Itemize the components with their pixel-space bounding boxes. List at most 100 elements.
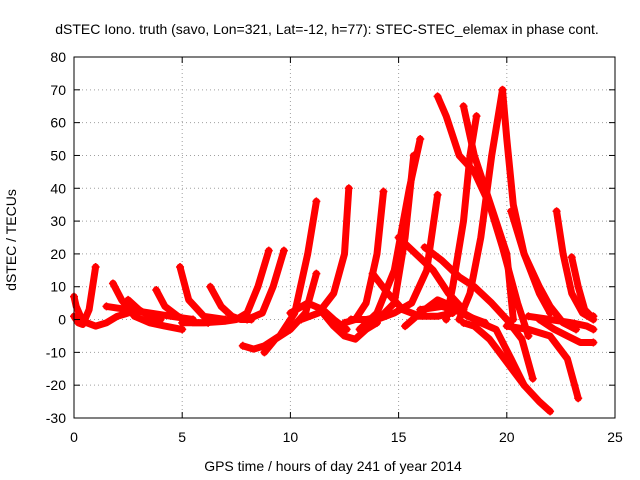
data-point-marker — [502, 322, 511, 331]
series-line — [460, 102, 517, 323]
series-line — [124, 296, 165, 323]
data-point-marker — [342, 325, 351, 334]
plot-frame — [73, 56, 616, 419]
data-point-marker — [108, 279, 117, 288]
series-line — [356, 135, 424, 333]
data-point-marker — [312, 269, 321, 278]
y-tick-label: -10 — [46, 344, 66, 360]
data-point-marker — [152, 286, 161, 295]
data-point-marker — [238, 341, 247, 350]
series-line — [176, 263, 229, 323]
series-26 — [459, 318, 555, 416]
y-tick-label: 20 — [50, 246, 66, 262]
series-24 — [420, 243, 537, 383]
data-point-marker — [368, 269, 377, 278]
x-tick-label: 25 — [607, 429, 623, 445]
series-28 — [459, 102, 518, 324]
data-point-marker — [507, 207, 516, 216]
data-point-marker — [442, 315, 451, 324]
data-point-marker — [472, 112, 481, 121]
data-point-marker — [567, 253, 576, 262]
series-line — [455, 86, 506, 323]
data-point-marker — [355, 325, 364, 334]
data-point-marker — [124, 295, 133, 304]
data-point-marker — [340, 318, 349, 327]
data-point-marker — [344, 184, 353, 193]
data-point-marker — [91, 263, 100, 272]
data-point-marker — [346, 315, 355, 324]
data-point-marker — [379, 187, 388, 196]
data-point-marker — [297, 315, 306, 324]
data-point-marker — [178, 318, 187, 327]
x-tick-label: 5 — [178, 429, 186, 445]
data-point-marker — [416, 305, 425, 314]
series-line — [70, 293, 143, 330]
data-point-marker — [433, 190, 442, 199]
x-tick-label: 10 — [283, 429, 299, 445]
data-point-marker — [102, 302, 111, 311]
x-axis-label: GPS time / hours of day 241 of year 2014 — [204, 458, 462, 474]
series-line — [70, 263, 100, 328]
data-point-marker — [156, 315, 165, 324]
series-11 — [260, 269, 321, 357]
data-point-marker — [260, 348, 269, 357]
x-tick-label: 20 — [499, 429, 515, 445]
data-point-marker — [264, 246, 273, 255]
data-point-marker — [589, 312, 598, 321]
data-point-marker — [574, 394, 583, 403]
data-point-marker — [372, 315, 381, 324]
series-line — [421, 243, 537, 383]
data-point-marker — [459, 318, 468, 327]
data-point-marker — [459, 102, 468, 111]
series-line — [243, 247, 288, 323]
series-8 — [178, 246, 273, 327]
y-tick-label: 60 — [50, 115, 66, 131]
data-point-marker — [420, 243, 429, 252]
y-tick-label: 50 — [50, 147, 66, 163]
series-line — [373, 191, 442, 323]
y-tick-label: 40 — [50, 180, 66, 196]
data-point-marker — [243, 315, 252, 324]
x-axis: 0 5 10 15 20 25 — [70, 57, 623, 445]
series-9 — [243, 246, 288, 324]
data-point-marker — [589, 338, 598, 347]
data-point-marker — [279, 246, 288, 255]
y-axis: -30 -20 -10 0 10 20 30 40 50 60 70 80 — [46, 49, 615, 426]
data-point-marker — [206, 282, 215, 291]
series-line — [319, 309, 381, 343]
series-line — [535, 316, 597, 346]
data-point-marker — [589, 325, 598, 334]
series-18 — [372, 190, 442, 324]
y-tick-label: 10 — [50, 279, 66, 295]
series-group — [70, 85, 598, 416]
data-point-marker — [552, 207, 561, 216]
series-13 — [297, 184, 353, 324]
series-line — [416, 302, 528, 389]
series-line — [460, 319, 554, 415]
data-point-marker — [455, 315, 464, 324]
data-point-marker — [433, 92, 442, 101]
series-line — [178, 247, 273, 327]
series-line — [347, 152, 418, 323]
y-tick-label: -30 — [46, 410, 66, 426]
series-17 — [355, 135, 425, 334]
series-line — [503, 322, 582, 402]
series-line — [260, 270, 320, 356]
y-tick-label: -20 — [46, 377, 66, 393]
data-point-marker — [524, 331, 533, 340]
data-point-marker — [394, 233, 403, 242]
y-tick-label: 80 — [50, 49, 66, 65]
series-line — [109, 279, 186, 333]
data-point-marker — [312, 197, 321, 206]
data-point-marker — [286, 308, 295, 317]
series-35 — [524, 312, 598, 334]
y-tick-label: 70 — [50, 82, 66, 98]
series-32 — [567, 253, 598, 321]
series-4 — [124, 295, 165, 324]
chart-title: dSTEC Iono. truth (savo, Lon=321, Lat=-1… — [55, 21, 599, 37]
data-point-marker — [318, 308, 327, 317]
series-line — [524, 312, 597, 333]
data-point-marker — [401, 322, 410, 331]
data-point-marker — [416, 135, 425, 144]
